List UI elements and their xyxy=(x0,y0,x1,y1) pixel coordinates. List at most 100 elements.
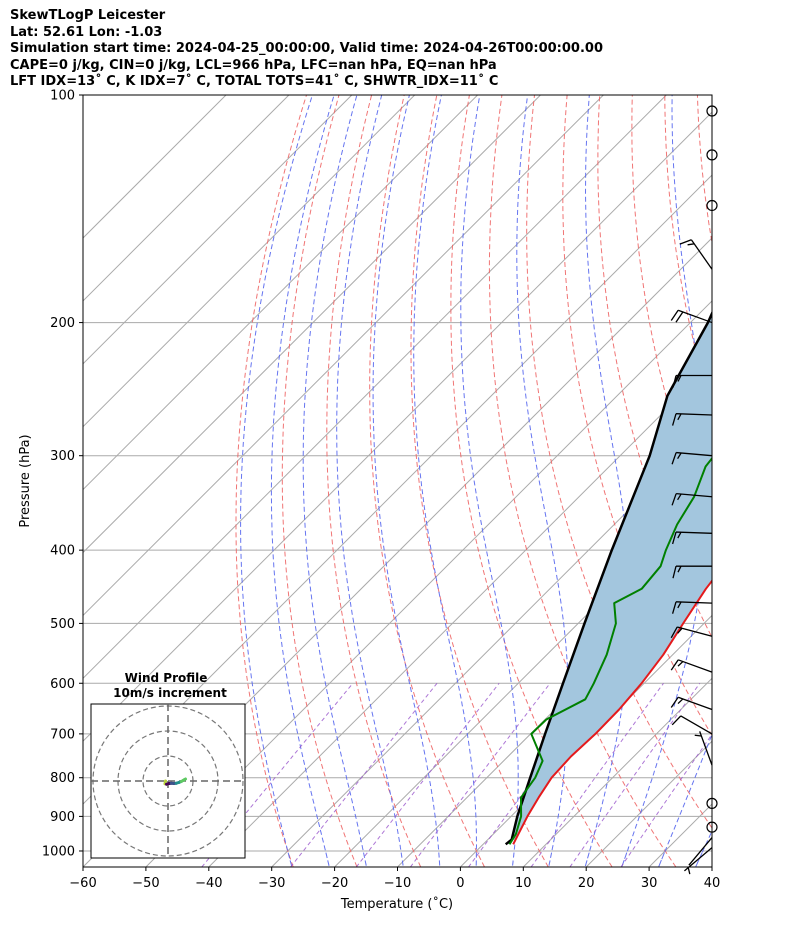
hodograph: Wind Profile 10m/s increment xyxy=(90,671,246,859)
dry-adiabat xyxy=(326,95,422,867)
barb-shaft xyxy=(690,239,713,270)
barb-shaft xyxy=(675,601,713,604)
hodograph-segment xyxy=(182,777,187,782)
x-axis-label: Temperature (˚C) xyxy=(340,896,453,912)
dry-adiabat xyxy=(369,95,485,867)
y-tick-label: 300 xyxy=(50,449,75,464)
barb-feather xyxy=(677,413,682,421)
dry-adiabat xyxy=(562,95,712,737)
cape-cin-shading xyxy=(511,313,712,840)
mixing-ratio-line xyxy=(409,682,551,867)
mixing-ratio-line xyxy=(569,683,701,867)
barb-shaft xyxy=(677,626,713,637)
barb-feather xyxy=(679,239,692,245)
barb-feather xyxy=(672,566,677,579)
barb-shaft xyxy=(675,413,713,416)
moist-adiabat xyxy=(413,95,477,867)
y-tick-label: 200 xyxy=(50,316,75,331)
dry-adiabat xyxy=(281,95,358,867)
barb-feather xyxy=(694,734,702,737)
barb-feather xyxy=(677,493,682,501)
mixing-ratio-line xyxy=(290,682,438,867)
x-tick-label: −60 xyxy=(69,876,96,891)
barb-shaft xyxy=(676,493,713,498)
wind-barb xyxy=(670,626,713,639)
y-tick-label: 900 xyxy=(50,810,75,825)
y-tick-label: 800 xyxy=(50,771,75,786)
hodograph-title: Wind Profile xyxy=(125,671,208,685)
chart-title: SkewTLogP Leicester xyxy=(10,8,166,23)
dewpoint-line xyxy=(508,456,712,845)
x-tick-label: −30 xyxy=(258,876,285,891)
moist-adiabat xyxy=(621,95,710,867)
barb-shaft xyxy=(680,715,713,735)
x-axis: −60 −50 −40 −30 −20 −10 0 10 20 30 40 xyxy=(69,867,720,891)
parcel-line xyxy=(504,310,712,846)
wind-barb xyxy=(671,715,713,735)
moist-adiabat xyxy=(240,95,313,867)
y-tick-label: 100 xyxy=(50,89,75,104)
isotherm-line xyxy=(522,677,712,867)
moist-adiabat xyxy=(584,95,631,867)
x-tick-label: −50 xyxy=(132,876,159,891)
isotherm-line xyxy=(145,300,712,867)
dry-adiabat xyxy=(526,95,712,829)
x-tick-label: −40 xyxy=(195,876,222,891)
isotherm-line xyxy=(83,95,353,365)
barb-feather xyxy=(687,867,691,875)
wind-barb xyxy=(688,837,713,866)
mixing-ratio-line xyxy=(620,733,712,867)
wind-barb xyxy=(671,531,713,545)
dry-adiabat xyxy=(664,95,712,410)
isotherm-line xyxy=(83,95,541,554)
wind-barb xyxy=(679,239,713,270)
barb-shaft xyxy=(675,531,713,534)
barb-feather xyxy=(677,531,682,539)
isotherm-line xyxy=(460,614,712,867)
dry-adiabat xyxy=(488,95,677,867)
location-line: Lat: 52.61 Lon: -1.03 xyxy=(10,24,163,40)
moist-adiabat xyxy=(302,95,367,867)
barb-feather xyxy=(677,452,682,460)
barb-shaft xyxy=(677,696,713,711)
time-line: Simulation start time: 2024-04-25_00:00:… xyxy=(10,41,603,56)
barb-feather xyxy=(687,243,695,246)
isotherm-line xyxy=(83,95,478,491)
barb-feather xyxy=(670,309,679,321)
dry-adiabat xyxy=(730,95,794,867)
wind-barb xyxy=(672,565,712,579)
isotherm-line xyxy=(334,488,712,867)
barb-shaft xyxy=(677,659,713,673)
y-tick-label: 700 xyxy=(50,727,75,742)
barb-feather xyxy=(671,531,677,545)
barb-feather xyxy=(672,375,677,388)
wind-barb xyxy=(671,451,713,465)
dry-adiabat xyxy=(763,95,794,867)
wind-barb xyxy=(672,374,712,388)
moist-adiabat xyxy=(658,733,712,867)
isotherm-line xyxy=(83,95,667,680)
x-tick-label: 40 xyxy=(704,876,721,891)
mixing-ratio-line xyxy=(355,682,500,867)
chart-header: SkewTLogP Leicester Lat: 52.61 Lon: -1.0… xyxy=(10,8,603,91)
y-tick-label: 600 xyxy=(50,677,75,692)
dry-adiabat xyxy=(410,95,549,867)
barb-feather xyxy=(670,696,679,708)
barb-feather xyxy=(671,601,677,614)
wind-barb xyxy=(694,731,713,766)
dry-adiabat xyxy=(235,95,307,867)
barb-feather xyxy=(677,601,682,609)
barb-feather xyxy=(671,452,677,465)
moist-adiabat xyxy=(336,95,404,867)
x-tick-label: 30 xyxy=(641,876,658,891)
y-axis: 100 200 300 400 500 600 700 800 900 1000 xyxy=(42,89,83,859)
wind-barb xyxy=(670,659,713,673)
moist-adiabat xyxy=(270,95,335,867)
isotherm-line xyxy=(271,425,712,867)
x-tick-label: 20 xyxy=(578,876,595,891)
barb-shaft xyxy=(699,731,713,766)
barb-shaft xyxy=(688,837,713,866)
cin-area xyxy=(511,313,712,840)
x-tick-label: 0 xyxy=(456,876,464,891)
